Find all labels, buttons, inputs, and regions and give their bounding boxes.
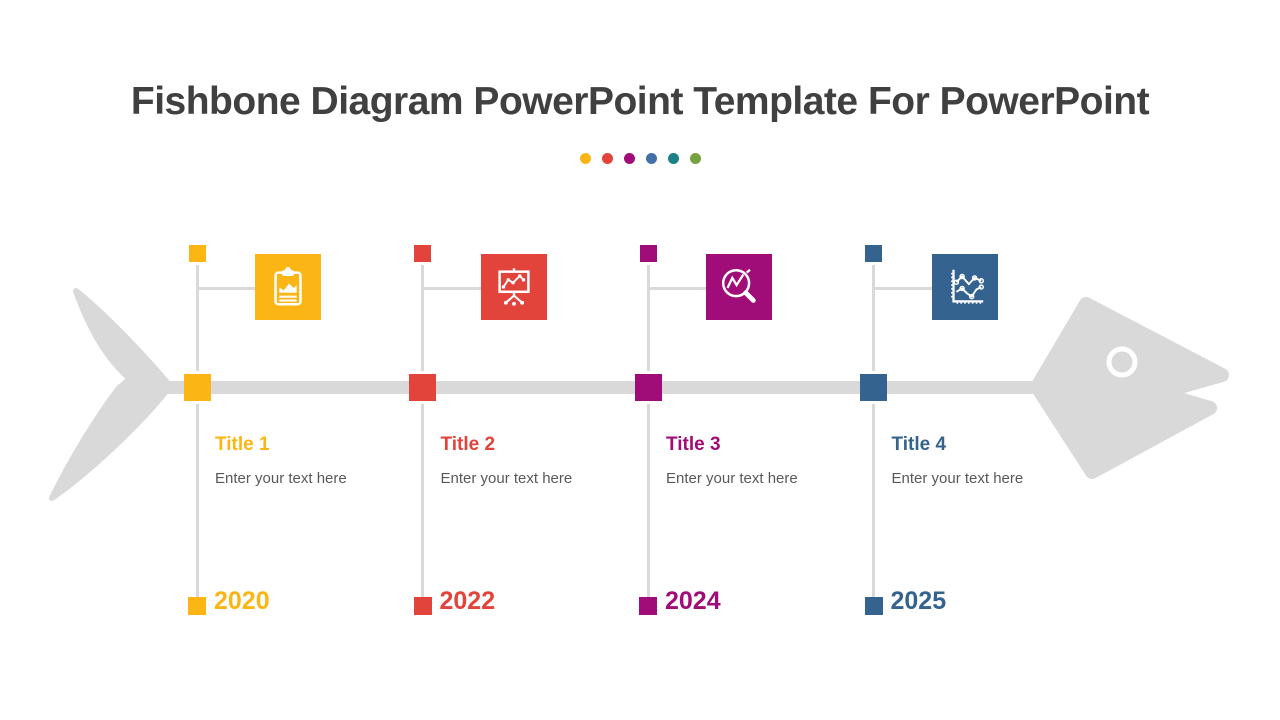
- branch-top-square: [639, 245, 657, 262]
- branch-line-upper: [421, 265, 424, 371]
- decoration-dots: [0, 152, 1280, 164]
- branch-line-lower: [646, 404, 650, 598]
- fish-tail-shape: [49, 288, 173, 501]
- item-year[interactable]: 2025: [890, 587, 947, 615]
- branch-line-lower: [872, 404, 875, 598]
- spine-node-square: [183, 374, 211, 401]
- branch-top-square: [188, 245, 206, 262]
- item-year[interactable]: 2020: [214, 587, 270, 615]
- line-chart-icon: [950, 269, 984, 304]
- item-year[interactable]: 2024: [665, 587, 721, 615]
- fish-eye-icon: [1106, 346, 1138, 378]
- item-title[interactable]: Title 3: [666, 434, 721, 455]
- item-icon-box[interactable]: [255, 254, 321, 320]
- year-square: [188, 597, 206, 615]
- fish-head-shape: [1030, 297, 1229, 479]
- icon-connector-line: [424, 286, 481, 290]
- year-square: [413, 597, 432, 615]
- branch-line-lower: [195, 404, 199, 598]
- item-icon-box[interactable]: [480, 254, 547, 320]
- spine-node-square: [860, 374, 887, 401]
- branch-line-upper: [195, 265, 199, 371]
- year-square: [639, 597, 657, 615]
- decoration-dot: [667, 152, 679, 164]
- spine-node-square: [634, 374, 662, 401]
- icon-connector-line: [875, 286, 932, 290]
- decoration-dot: [601, 152, 613, 164]
- presentation-chart-icon: [497, 268, 530, 306]
- icon-connector-line: [198, 286, 256, 290]
- slide-title[interactable]: Fishbone Diagram PowerPoint Template For…: [130, 80, 1150, 123]
- item-year[interactable]: 2022: [439, 587, 496, 615]
- item-description[interactable]: Enter your text here: [440, 470, 573, 487]
- spine-node-square: [409, 374, 436, 401]
- icon-connector-line: [649, 286, 707, 290]
- year-square: [864, 597, 883, 615]
- fish-spine-line: [163, 381, 1040, 394]
- magnifier-chart-icon: [721, 268, 756, 303]
- decoration-dot: [579, 152, 591, 164]
- item-title[interactable]: Title 1: [215, 434, 270, 455]
- item-description[interactable]: Enter your text here: [891, 470, 1024, 487]
- item-description[interactable]: Enter your text here: [215, 470, 347, 487]
- branch-line-upper: [872, 265, 875, 371]
- item-title[interactable]: Title 2: [440, 434, 496, 455]
- item-icon-box[interactable]: [931, 254, 998, 320]
- branch-line-lower: [421, 404, 424, 598]
- branch-top-square: [414, 245, 431, 262]
- item-description[interactable]: Enter your text here: [666, 470, 798, 487]
- branch-line-upper: [646, 265, 650, 371]
- item-icon-box[interactable]: [706, 254, 772, 320]
- item-title[interactable]: Title 4: [891, 434, 947, 455]
- decoration-dot: [645, 152, 657, 164]
- decoration-dot: [623, 152, 635, 164]
- decoration-dot: [689, 152, 701, 164]
- branch-top-square: [865, 245, 882, 262]
- clipboard-chart-icon: [274, 267, 302, 306]
